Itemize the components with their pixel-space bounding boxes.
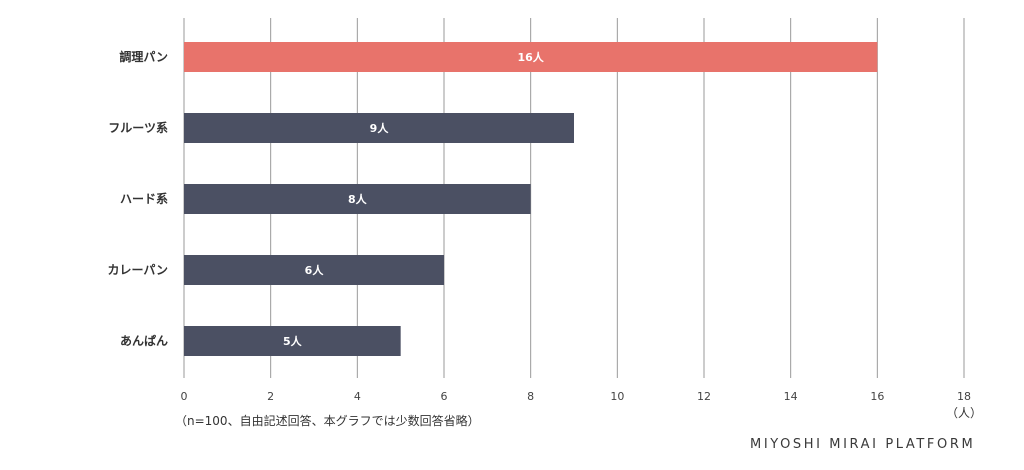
x-tick-label: 16 xyxy=(870,390,884,403)
data-label: 5人 xyxy=(283,334,303,348)
bar xyxy=(184,42,878,72)
category-label: あんぱん xyxy=(120,333,168,348)
data-label: 16人 xyxy=(518,50,545,64)
x-tick-label: 8 xyxy=(527,390,534,403)
bar xyxy=(184,184,531,214)
brand-logo-text: MIYOSHI MIRAI PLATFORM xyxy=(750,437,976,452)
footnote: （n=100、自由記述回答、本グラフでは少数回答省略） xyxy=(175,414,480,428)
category-label: 調理パン xyxy=(119,49,168,64)
x-tick-label: 6 xyxy=(441,390,448,403)
bar xyxy=(184,255,444,285)
category-label: カレーパン xyxy=(108,263,168,277)
x-tick-label: 14 xyxy=(784,390,798,403)
x-tick-label: 0 xyxy=(181,390,188,403)
category-label: フルーツ系 xyxy=(108,120,168,135)
bar xyxy=(184,113,574,143)
bar xyxy=(184,326,401,356)
x-unit-label: （人） xyxy=(946,406,982,420)
data-label: 9人 xyxy=(370,121,390,135)
x-tick-label: 10 xyxy=(610,390,624,403)
x-tick-label: 12 xyxy=(697,390,711,403)
x-tick-label: 18 xyxy=(957,390,971,403)
data-label: 8人 xyxy=(348,192,368,206)
x-tick-label: 4 xyxy=(354,390,361,403)
x-tick-label: 2 xyxy=(267,390,274,403)
category-label: ハード系 xyxy=(120,191,168,206)
data-label: 6人 xyxy=(305,263,325,277)
